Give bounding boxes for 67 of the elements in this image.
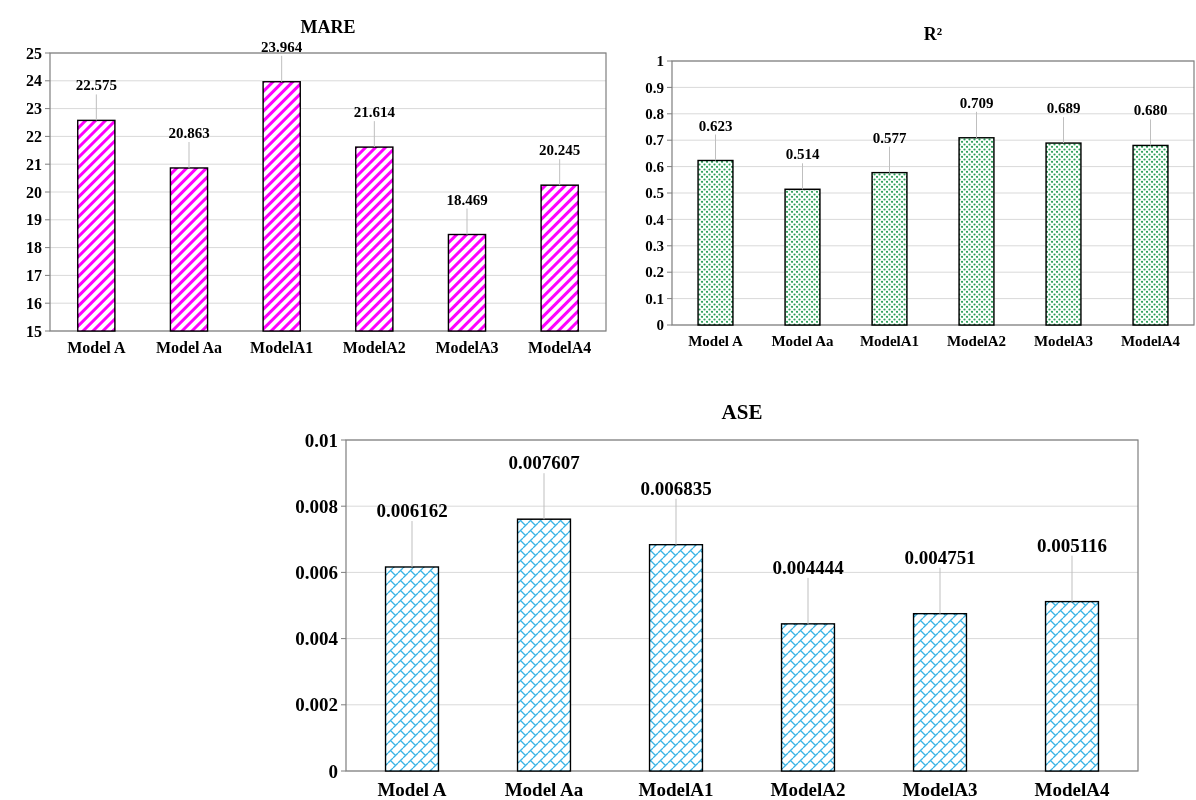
x-tick-label: ModelA2	[342, 339, 406, 356]
y-tick-label: 0	[328, 760, 338, 782]
y-tick-label: 0.01	[304, 429, 338, 451]
data-label: 0.680	[1133, 102, 1168, 119]
chart-title: ASE	[721, 400, 763, 424]
x-tick-label: Model Aa	[155, 339, 223, 356]
x-tick-label: ModelA1	[250, 339, 314, 356]
y-tick-label: 0.4	[645, 211, 665, 228]
data-label: 0.007607	[508, 452, 581, 474]
y-tick-label: 0.6	[645, 158, 665, 175]
y-tick-label: 1	[656, 53, 664, 70]
data-label: 20.863	[168, 125, 210, 142]
chart-title: R²	[923, 24, 943, 44]
x-tick-label: Model Aa	[504, 779, 584, 800]
data-label: 0.709	[959, 94, 994, 111]
y-tick-label: 24	[26, 72, 42, 90]
data-label: 20.245	[539, 142, 581, 159]
data-label: 18.469	[446, 191, 488, 208]
y-tick-label: 16	[26, 294, 42, 312]
y-tick-label: 0.9	[645, 79, 664, 96]
data-label: 0.577	[872, 129, 907, 146]
data-label: 0.006162	[376, 500, 448, 522]
y-tick-label: 0.3	[645, 238, 664, 255]
x-tick-label: ModelA4	[1034, 779, 1110, 800]
y-tick-label: 0.006	[295, 562, 338, 584]
x-tick-label: Model A	[688, 333, 743, 349]
data-label: 0.004444	[772, 556, 845, 578]
x-tick-label: ModelA3	[902, 779, 978, 800]
x-tick-label: ModelA2	[770, 779, 846, 800]
data-label: 23.964	[261, 38, 303, 55]
data-label: 0.006835	[640, 477, 712, 499]
y-tick-label: 18	[26, 239, 42, 257]
chart-title: MARE	[300, 17, 356, 37]
x-tick-label: ModelA1	[859, 333, 920, 349]
y-tick-label: 23	[26, 100, 42, 118]
y-tick-label: 0	[656, 317, 664, 334]
y-tick-label: 20	[26, 183, 42, 201]
y-tick-label: 17	[26, 267, 42, 284]
y-tick-label: 0.002	[295, 694, 338, 716]
y-tick-label: 0.7	[645, 132, 665, 149]
data-label: 0.623	[698, 117, 733, 134]
x-tick-label: ModelA4	[528, 339, 592, 356]
y-tick-label: 0.8	[645, 106, 664, 123]
x-tick-label: Model Aa	[771, 333, 835, 349]
data-label: 0.004751	[904, 546, 976, 568]
data-label: 22.575	[75, 77, 117, 94]
x-tick-label: ModelA3	[435, 339, 499, 356]
x-tick-label: ModelA3	[1033, 333, 1094, 349]
y-tick-label: 0.008	[295, 495, 338, 517]
x-tick-label: ModelA1	[638, 779, 714, 800]
y-tick-label: 19	[26, 211, 42, 229]
y-tick-label: 22	[26, 128, 42, 145]
x-tick-label: ModelA4	[1120, 333, 1181, 349]
data-label: 0.005116	[1036, 534, 1108, 556]
data-label: 0.514	[785, 146, 820, 163]
x-tick-label: Model A	[377, 779, 447, 800]
y-tick-label: 25	[26, 44, 42, 62]
y-tick-label: 15	[26, 322, 42, 340]
y-tick-label: 0.004	[295, 628, 339, 650]
x-tick-label: ModelA2	[946, 333, 1007, 349]
y-tick-label: 0.1	[645, 290, 664, 307]
y-tick-label: 21	[26, 155, 42, 173]
data-label: 0.689	[1046, 100, 1081, 117]
y-tick-label: 0.2	[645, 264, 664, 281]
x-tick-label: Model A	[67, 339, 126, 356]
data-label: 21.614	[353, 104, 396, 121]
y-tick-label: 0.5	[645, 185, 664, 202]
